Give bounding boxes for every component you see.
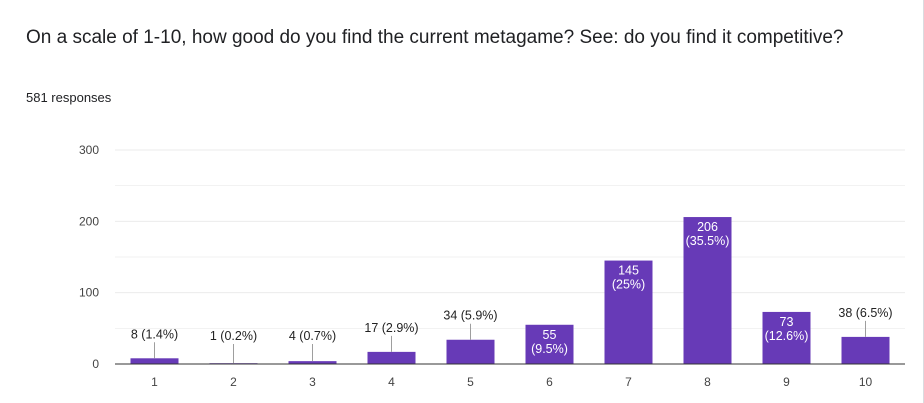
bar bbox=[762, 311, 811, 364]
data-label: 34 (5.9%) bbox=[443, 309, 497, 323]
data-label: 145 (25%) bbox=[612, 264, 645, 292]
x-tick-label: 6 bbox=[546, 375, 553, 389]
x-tick-label: 8 bbox=[704, 375, 711, 389]
data-label: 1 (0.2%) bbox=[210, 329, 257, 343]
response-count: 581 responses bbox=[26, 90, 112, 105]
x-tick-label: 9 bbox=[783, 375, 790, 389]
y-tick-label: 300 bbox=[79, 143, 99, 157]
y-tick-label: 0 bbox=[92, 357, 99, 371]
x-tick-label: 10 bbox=[859, 375, 873, 389]
x-tick-label: 7 bbox=[625, 375, 632, 389]
bar bbox=[683, 217, 732, 364]
x-tick-label: 4 bbox=[388, 375, 395, 389]
data-label: 4 (0.7%) bbox=[289, 329, 336, 343]
bar bbox=[525, 324, 574, 364]
bar bbox=[841, 336, 890, 364]
y-tick-label: 200 bbox=[79, 214, 99, 228]
bar bbox=[130, 358, 179, 364]
bar bbox=[288, 361, 337, 364]
data-label: 73 (12.6%) bbox=[765, 315, 809, 343]
bar bbox=[446, 339, 495, 364]
data-label: 8 (1.4%) bbox=[131, 327, 178, 341]
question-title: On a scale of 1-10, how good do you find… bbox=[26, 27, 844, 48]
data-label: 206 (35.5%) bbox=[686, 220, 730, 248]
x-tick-label: 2 bbox=[230, 375, 237, 389]
data-label: 55 (9.5%) bbox=[531, 328, 568, 356]
data-label: 38 (6.5%) bbox=[838, 306, 892, 320]
x-tick-label: 3 bbox=[309, 375, 316, 389]
y-tick-label: 100 bbox=[79, 286, 99, 300]
bar bbox=[604, 260, 653, 364]
data-label: 17 (2.9%) bbox=[364, 321, 418, 335]
x-tick-label: 1 bbox=[151, 375, 158, 389]
x-tick-label: 5 bbox=[467, 375, 474, 389]
bar bbox=[367, 351, 416, 364]
